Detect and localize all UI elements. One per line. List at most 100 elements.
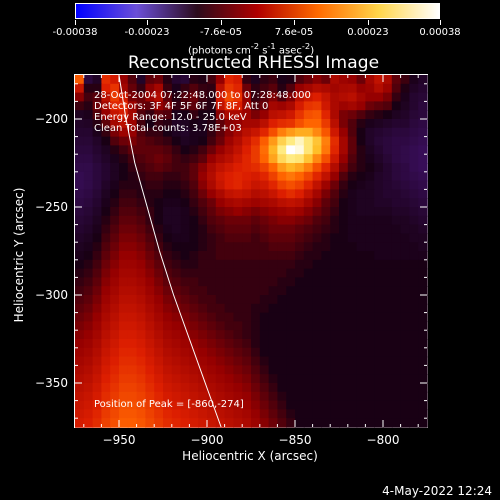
heatmap-cell <box>242 347 252 358</box>
heatmap-cell <box>224 145 235 155</box>
heatmap-cell <box>365 127 375 138</box>
heatmap-cell <box>145 321 155 331</box>
heatmap-cell <box>365 356 375 367</box>
heatmap-cell <box>180 268 191 279</box>
heatmap-cell <box>251 391 261 402</box>
heatmap-cell <box>242 321 252 331</box>
heatmap-cell <box>365 418 375 428</box>
heatmap-cell <box>110 312 120 323</box>
heatmap-cell <box>233 356 243 367</box>
heatmap-cell <box>418 180 428 191</box>
heatmap-cell <box>391 171 402 182</box>
heatmap-cell <box>330 418 340 428</box>
heatmap-cell <box>312 374 323 384</box>
heatmap-cell <box>365 224 375 235</box>
heatmap-cell <box>233 383 243 393</box>
heatmap-cell <box>154 251 164 261</box>
heatmap-cell <box>189 330 199 340</box>
heatmap-cell <box>312 286 323 296</box>
heatmap-cell <box>286 259 296 270</box>
heatmap-cell <box>198 391 208 402</box>
heatmap-cell <box>189 277 199 287</box>
heatmap-cell <box>286 383 296 393</box>
heatmap-cell <box>356 163 367 173</box>
heatmap-cell <box>207 347 217 358</box>
heatmap-cell <box>303 215 314 226</box>
heatmap-cell <box>303 383 314 393</box>
heatmap-cell <box>374 145 384 155</box>
heatmap-cell <box>356 374 367 384</box>
heatmap-cell <box>365 312 375 323</box>
colorbar-tick-label: -7.6e-05 <box>200 27 242 38</box>
heatmap-cell <box>224 119 235 129</box>
heatmap-cell <box>145 400 155 411</box>
heatmap-cell <box>303 101 314 111</box>
heatmap-cell <box>259 374 270 384</box>
heatmap-cell <box>127 154 138 164</box>
heatmap-cell <box>418 330 428 340</box>
heatmap-cell <box>215 233 226 243</box>
heatmap-cell <box>92 383 103 393</box>
heatmap-cell <box>154 339 164 349</box>
heatmap-cell <box>119 136 129 147</box>
heatmap-cell <box>365 101 375 111</box>
heatmap-cell <box>400 251 411 261</box>
heatmap-cell <box>374 189 384 199</box>
heatmap-cell <box>339 163 349 173</box>
heatmap-cell <box>400 268 411 279</box>
heatmap-cell <box>145 242 155 252</box>
heatmap-cell <box>136 251 147 261</box>
heatmap-cell <box>101 286 111 296</box>
heatmap-cell <box>198 303 208 314</box>
heatmap-cell <box>418 409 428 419</box>
heatmap-cell <box>277 339 287 349</box>
heatmap-cell <box>356 321 367 331</box>
heatmap-cell <box>374 383 384 393</box>
heatmap-cell <box>409 383 419 393</box>
heatmap-cell <box>75 383 85 393</box>
heatmap-cell <box>233 233 243 243</box>
heatmap-cell <box>286 92 296 103</box>
heatmap-cell <box>356 136 367 147</box>
heatmap-cell <box>251 312 261 323</box>
heatmap-cell <box>295 321 305 331</box>
heatmap-cell <box>286 198 296 208</box>
heatmap-cell <box>321 330 331 340</box>
heatmap-cell <box>180 92 191 103</box>
heatmap-cell <box>75 75 85 85</box>
heatmap-cell <box>215 75 226 85</box>
heatmap-cell <box>224 92 235 103</box>
colorbar <box>75 3 440 19</box>
heatmap-cell <box>224 136 235 147</box>
heatmap-cell <box>198 180 208 191</box>
heatmap-cell <box>418 277 428 287</box>
heatmap-cell <box>119 286 129 296</box>
heatmap-cell <box>391 347 402 358</box>
heatmap-cell <box>251 233 261 243</box>
heatmap-cell <box>312 154 323 164</box>
heatmap-cell <box>242 418 252 428</box>
heatmap-cell <box>145 189 155 199</box>
heatmap-cell <box>321 119 331 129</box>
heatmap-cell <box>127 330 138 340</box>
heatmap-cell <box>295 268 305 279</box>
heatmap-cell <box>198 110 208 120</box>
heatmap-cell <box>400 127 411 138</box>
heatmap-cell <box>312 171 323 182</box>
heatmap-cell <box>251 215 261 226</box>
heatmap-cell <box>400 119 411 129</box>
heatmap-cell <box>321 374 331 384</box>
heatmap-cell <box>365 383 375 393</box>
heatmap-cell <box>277 347 287 358</box>
heatmap-cell <box>101 119 111 129</box>
heatmap-cell <box>110 391 120 402</box>
heatmap-cell <box>119 251 129 261</box>
heatmap-cell <box>347 383 358 393</box>
heatmap-cell <box>207 171 217 182</box>
heatmap-cell <box>356 418 367 428</box>
heatmap-cell <box>207 286 217 296</box>
heatmap-cell <box>145 110 155 120</box>
heatmap-cell <box>391 127 402 138</box>
heatmap-cell <box>295 374 305 384</box>
